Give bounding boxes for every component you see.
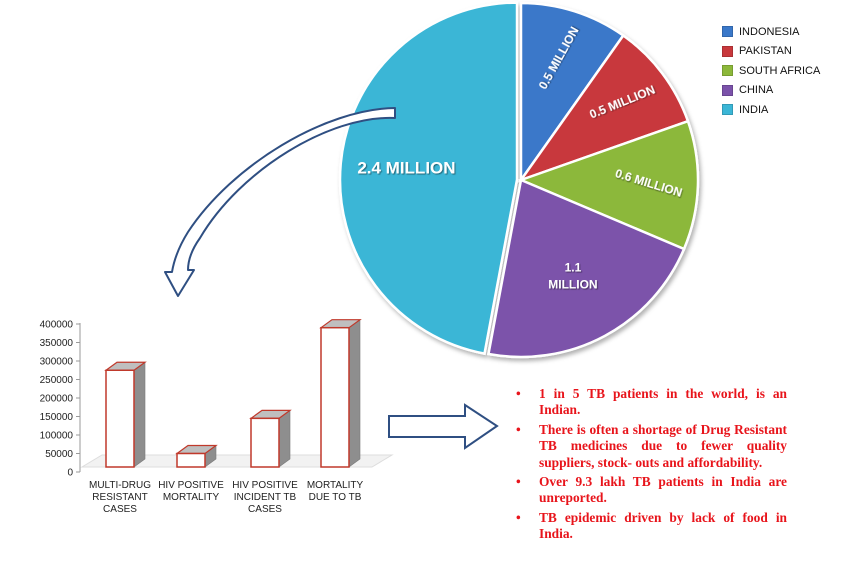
legend-swatch	[722, 45, 733, 57]
legend-swatch	[722, 65, 733, 77]
legend-item: INDONESIA	[722, 22, 820, 42]
fact-item: There is often a shortage of Drug Resist…	[512, 422, 787, 471]
right-arrow	[388, 403, 499, 450]
y-tick-label: 0	[67, 468, 73, 479]
pie-slice-pakistan	[517, 33, 690, 183]
legend-item: INDIA	[722, 100, 820, 120]
x-category-label: MULTI-DRUG RESISTANT CASES	[89, 480, 151, 515]
curved-arrow	[164, 107, 396, 297]
x-category-label: HIV POSITIVE INCIDENT TB CASES	[232, 480, 298, 515]
legend-label: INDIA	[739, 103, 769, 116]
y-tick-label: 250000	[40, 375, 74, 386]
key-facts-list: 1 in 5 TB patients in the world, is an I…	[512, 386, 787, 546]
y-tick-label: 50000	[45, 449, 73, 460]
legend-item: CHINA	[722, 81, 820, 101]
legend-label: INDONESIA	[739, 25, 800, 38]
pie-chart	[338, 1, 700, 359]
fact-item: 1 in 5 TB patients in the world, is an I…	[512, 386, 787, 419]
bar	[175, 444, 218, 468]
pie-data-label: 2.4 MILLION	[357, 159, 455, 178]
pie-data-label: 1.1 MILLION	[548, 261, 597, 292]
y-tick-label: 350000	[40, 338, 74, 349]
bar	[319, 319, 362, 468]
y-tick-label: 200000	[40, 394, 74, 405]
legend-swatch	[722, 104, 733, 116]
y-tick-label: 100000	[40, 431, 74, 442]
y-tick-label: 150000	[40, 412, 74, 423]
legend-label: SOUTH AFRICA	[739, 64, 821, 77]
legend-item: PAKISTAN	[722, 42, 820, 62]
pie-legend: INDONESIA PAKISTAN SOUTH AFRICA CHINA INDIA	[722, 22, 820, 120]
legend-label: CHINA	[739, 84, 774, 97]
x-category-label: MORTALITY DUE TO TB	[307, 480, 364, 503]
pie-slice-south-africa	[517, 119, 700, 251]
y-tick-label: 300000	[40, 357, 74, 368]
pie-slice-china	[487, 178, 686, 359]
fact-item: TB epidemic driven by lack of food in In…	[512, 510, 787, 543]
bar-chart: 0 50000 100000 150000 200000 250000 300000 3500…	[40, 319, 394, 515]
bar	[249, 409, 292, 468]
legend-label: PAKISTAN	[739, 45, 792, 58]
fact-item: Over 9.3 lakh TB patients in India are u…	[512, 474, 787, 507]
pie-slice-indonesia	[519, 1, 626, 184]
legend-item: SOUTH AFRICA	[722, 61, 820, 81]
legend-swatch	[722, 26, 733, 38]
x-category-label: HIV POSITIVE MORTALITY	[158, 480, 224, 503]
pie-slice-india	[338, 1, 519, 356]
legend-swatch	[722, 84, 733, 96]
bar	[104, 361, 147, 468]
y-tick-label: 400000	[40, 320, 74, 331]
